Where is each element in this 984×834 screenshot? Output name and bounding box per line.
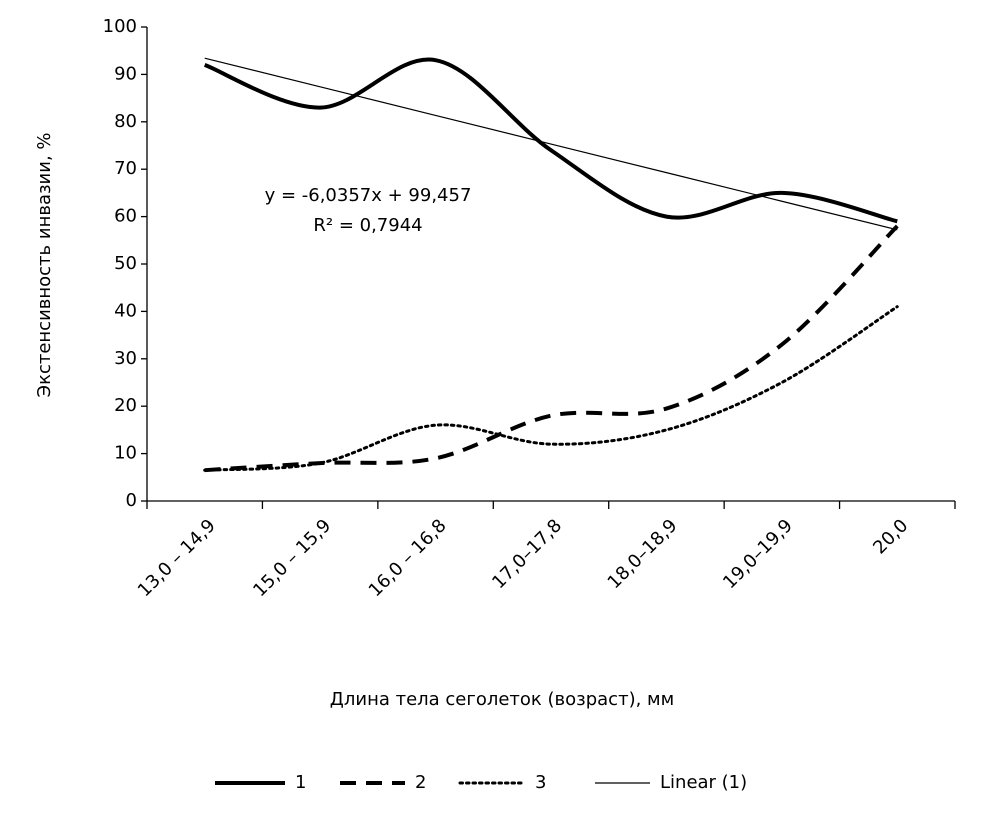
x-tick-label: 20,0	[869, 515, 912, 558]
x-tick-label: 19,0–19,9	[719, 515, 797, 593]
y-tick-label: 60	[114, 206, 137, 227]
y-tick-label: 10	[114, 443, 137, 464]
y-tick-label: 70	[114, 158, 137, 179]
x-axis-title: Длина тела сеголеток (возраст), мм	[330, 689, 674, 710]
series-line	[204, 57, 898, 231]
legend-label: 3	[535, 772, 546, 793]
y-tick-label: 20	[114, 395, 137, 416]
series-line	[204, 224, 899, 473]
y-tick-label: 100	[103, 16, 137, 37]
x-tick-label: 16,0 – 16,8	[365, 515, 451, 601]
x-tick-label: 18,0–18,9	[604, 515, 682, 593]
y-tick-label: 90	[114, 63, 137, 84]
y-tick-label: 80	[114, 111, 137, 132]
y-axis-title: Экстенсивность инвазии, %	[34, 133, 55, 398]
y-tick-label: 40	[114, 300, 137, 321]
y-tick-label: 0	[126, 490, 137, 511]
y-tick-label: 30	[114, 348, 137, 369]
x-tick-label: 17,0–17,8	[488, 515, 566, 593]
x-tick-label: 13,0 – 14,9	[134, 515, 220, 601]
x-tick-label: 15,0 – 15,9	[249, 515, 335, 601]
legend-label: 2	[415, 772, 426, 793]
legend-label: 1	[295, 772, 306, 793]
y-tick-label: 50	[114, 253, 137, 274]
trend-r2: R² = 0,7944	[313, 215, 422, 236]
legend-label: Linear (1)	[660, 772, 747, 793]
series-line	[203, 57, 898, 224]
trend-equation: y = -6,0357x + 99,457	[265, 185, 472, 206]
series-line	[203, 305, 899, 472]
